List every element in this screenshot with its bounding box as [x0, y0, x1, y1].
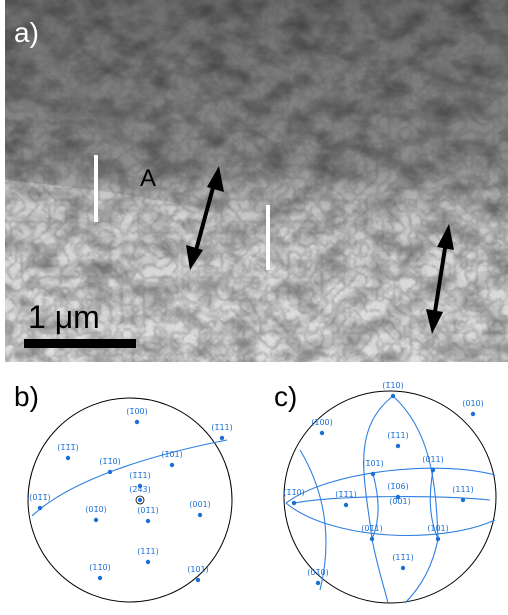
pole-label: (1̄1̄1) — [335, 490, 357, 499]
page: {"panels": { "a": {"label": "a)", "annot… — [0, 0, 508, 615]
pole-dot — [401, 566, 405, 570]
pole-dot — [436, 537, 440, 541]
pole-dot — [344, 503, 348, 507]
pole-dot — [108, 470, 112, 474]
panel-label: a) — [14, 17, 39, 48]
pole-label: (1̄00) — [311, 418, 333, 427]
pole-label: (1̄11) — [211, 423, 233, 432]
pole-label: (1̄01) — [362, 459, 384, 468]
pole-dot — [316, 581, 320, 585]
pole-dot — [146, 519, 150, 523]
pole-label: (01̄1̄) — [29, 493, 51, 502]
pole-dot — [371, 472, 375, 476]
pole-label: (0̄01) — [389, 497, 411, 506]
pole-label: (1̄1̄0) — [99, 457, 121, 466]
pole-label: (011) — [422, 455, 444, 464]
pole-label: (1̄1̄1̄) — [57, 443, 79, 452]
pole-dot — [396, 444, 400, 448]
pole-dot — [320, 431, 324, 435]
pole-label: (111) — [452, 485, 474, 494]
poles: (1̄00) (1̄11) (1̄1̄1̄) (1̄1̄0) (1̄01) (1̄1̄1)… — [29, 381, 484, 585]
pole-label: (1̄10) — [382, 381, 404, 390]
pole-label: (11̄1) — [392, 553, 414, 562]
pole-dot — [98, 576, 102, 580]
pole-label: (001) — [189, 500, 211, 509]
pole-dot — [461, 498, 465, 502]
pole-label: (1̄1̄1) — [129, 471, 151, 480]
figure: a) A 1 μm b) c) (1̄00) (1̄11) (1̄1̄1̄) (1̄1… — [0, 0, 508, 615]
pole-label: (11̄1) — [137, 547, 159, 556]
pole-label: (2̄43) — [129, 485, 151, 494]
pole-dot — [135, 420, 139, 424]
scale-bar — [24, 339, 136, 348]
pole-dot — [146, 560, 150, 564]
pole-dot — [38, 506, 42, 510]
pole-label: (1̄11) — [387, 431, 409, 440]
scale-bar-label: 1 μm — [28, 299, 100, 335]
pole-dot — [66, 456, 70, 460]
panel-label: b) — [14, 381, 39, 412]
pole-label: (01̄1) — [137, 506, 159, 515]
pole-label: (101) — [187, 565, 209, 574]
panel-label: c) — [274, 381, 297, 412]
pole-dot — [198, 513, 202, 517]
pole-label: (1̄1̄0) — [283, 488, 305, 497]
pole-dot — [170, 463, 174, 467]
pole-label: (1̄00) — [126, 407, 148, 416]
pole-dot — [292, 501, 296, 505]
pole-dot — [370, 537, 374, 541]
pole-label: (01̄0) — [307, 568, 329, 577]
pole-label: (1̄06) — [387, 482, 409, 491]
pole-dot — [220, 436, 224, 440]
pole-label: (01̄0) — [85, 505, 107, 514]
pole-dot — [138, 498, 142, 502]
pole-dot — [471, 412, 475, 416]
pole-label: (010) — [462, 399, 484, 408]
pole-label: (1̄01) — [161, 450, 183, 459]
pole-dot — [391, 394, 395, 398]
pole-label: (101) — [427, 524, 449, 533]
pole-dot — [431, 468, 435, 472]
pole-dot — [196, 578, 200, 582]
pole-dot — [94, 518, 98, 522]
pole-label: (01̄1) — [361, 524, 383, 533]
pole-label: (11̄0) — [89, 563, 111, 572]
annotation: A — [140, 165, 156, 192]
